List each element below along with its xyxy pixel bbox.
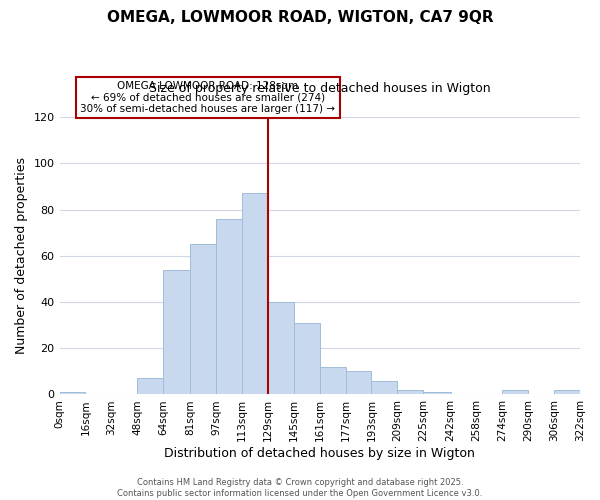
Bar: [163, 270, 190, 394]
X-axis label: Distribution of detached houses by size in Wigton: Distribution of detached houses by size …: [164, 447, 475, 460]
Bar: [137, 378, 163, 394]
Bar: [59, 392, 85, 394]
Bar: [346, 372, 371, 394]
Bar: [554, 390, 580, 394]
Text: OMEGA LOWMOOR ROAD: 128sqm
← 69% of detached houses are smaller (274)
30% of sem: OMEGA LOWMOOR ROAD: 128sqm ← 69% of deta…: [80, 81, 335, 114]
Bar: [423, 392, 451, 394]
Bar: [190, 244, 217, 394]
Bar: [371, 380, 397, 394]
Bar: [217, 219, 242, 394]
Bar: [502, 390, 528, 394]
Bar: [242, 194, 268, 394]
Bar: [320, 366, 346, 394]
Text: OMEGA, LOWMOOR ROAD, WIGTON, CA7 9QR: OMEGA, LOWMOOR ROAD, WIGTON, CA7 9QR: [107, 10, 493, 25]
Bar: [268, 302, 294, 394]
Bar: [294, 323, 320, 394]
Y-axis label: Number of detached properties: Number of detached properties: [15, 158, 28, 354]
Title: Size of property relative to detached houses in Wigton: Size of property relative to detached ho…: [149, 82, 491, 95]
Bar: [397, 390, 423, 394]
Text: Contains HM Land Registry data © Crown copyright and database right 2025.
Contai: Contains HM Land Registry data © Crown c…: [118, 478, 482, 498]
